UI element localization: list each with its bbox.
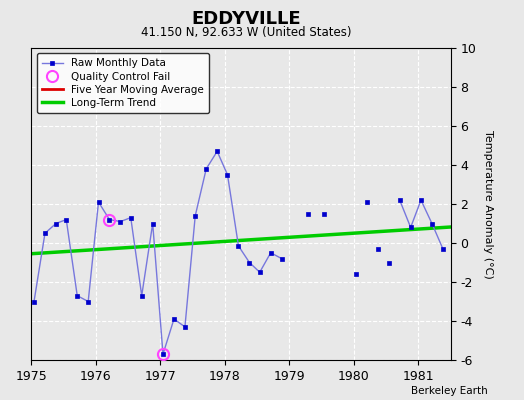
Raw Monthly Data (117, 219, 124, 224)
Raw Monthly Data (235, 244, 242, 248)
Raw Monthly Data (224, 172, 231, 177)
Quality Control Fail (160, 352, 166, 356)
Text: 41.150 N, 92.633 W (United States): 41.150 N, 92.633 W (United States) (141, 26, 352, 39)
Raw Monthly Data (279, 256, 285, 261)
Raw Monthly Data (257, 270, 263, 275)
Raw Monthly Data (63, 217, 69, 222)
Raw Monthly Data (138, 293, 145, 298)
Raw Monthly Data (171, 317, 177, 322)
Raw Monthly Data (149, 221, 156, 226)
Raw Monthly Data (31, 299, 37, 304)
Line: Quality Control Fail: Quality Control Fail (104, 214, 169, 360)
Raw Monthly Data (192, 213, 199, 218)
Raw Monthly Data (160, 352, 166, 356)
Raw Monthly Data (246, 260, 253, 265)
Y-axis label: Temperature Anomaly (°C): Temperature Anomaly (°C) (483, 130, 493, 278)
Raw Monthly Data (214, 149, 220, 154)
Legend: Raw Monthly Data, Quality Control Fail, Five Year Moving Average, Long-Term Tren: Raw Monthly Data, Quality Control Fail, … (37, 53, 209, 113)
Raw Monthly Data (268, 250, 274, 255)
Raw Monthly Data (53, 221, 59, 226)
Raw Monthly Data (203, 166, 210, 171)
Text: Berkeley Earth: Berkeley Earth (411, 386, 487, 396)
Raw Monthly Data (95, 200, 102, 204)
Raw Monthly Data (182, 324, 188, 329)
Raw Monthly Data (85, 299, 91, 304)
Line: Raw Monthly Data: Raw Monthly Data (32, 149, 284, 356)
Quality Control Fail (106, 217, 113, 222)
Text: EDDYVILLE: EDDYVILLE (191, 10, 301, 28)
Raw Monthly Data (42, 231, 48, 236)
Raw Monthly Data (128, 215, 134, 220)
Raw Monthly Data (74, 293, 80, 298)
Raw Monthly Data (106, 217, 113, 222)
